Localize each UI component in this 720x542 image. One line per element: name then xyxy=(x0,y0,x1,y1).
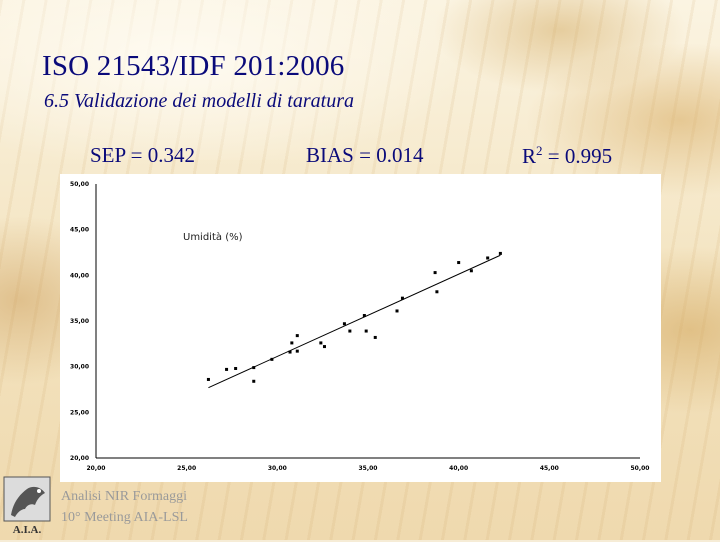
y-tick-label: 50,00 xyxy=(70,181,89,188)
data-point xyxy=(498,251,502,255)
y-tick-label: 30,00 xyxy=(70,364,89,371)
sep-metric: SEP = 0.342 xyxy=(90,143,195,167)
data-point xyxy=(400,296,404,300)
footer-line-2: 10° Meeting AIA-LSL xyxy=(61,510,188,525)
background-highlight xyxy=(0,0,460,160)
x-tick-label: 45,00 xyxy=(540,465,559,472)
data-point xyxy=(457,261,461,265)
x-tick-label: 20,00 xyxy=(87,465,106,472)
data-point xyxy=(225,367,229,371)
y-axis-ticks: 20,00 25,00 30,00 35,00 40,00 45,00 50,00 xyxy=(70,181,89,462)
x-tick-label: 35,00 xyxy=(359,465,378,472)
data-point xyxy=(395,309,399,313)
data-point xyxy=(270,357,274,361)
data-point xyxy=(206,377,210,381)
slide-subtitle: 6.5 Validazione dei modelli di taratura xyxy=(44,90,354,112)
y-tick-label: 20,00 xyxy=(70,455,89,462)
r2-metric: R2 = 0.995 xyxy=(522,143,612,169)
data-point xyxy=(319,341,323,345)
data-point xyxy=(486,256,490,260)
footer-line-1: Analisi NIR Formaggi xyxy=(61,489,187,504)
data-point xyxy=(288,350,292,354)
data-point xyxy=(435,290,439,294)
series-label: Umidità (%) xyxy=(183,231,243,243)
regression-line xyxy=(208,254,501,389)
data-point xyxy=(362,314,366,318)
y-tick-label: 40,00 xyxy=(70,272,89,279)
data-point xyxy=(322,345,326,349)
x-tick-label: 25,00 xyxy=(177,465,196,472)
data-point xyxy=(469,269,473,273)
data-point xyxy=(433,271,437,275)
chart-svg: 20,00 25,00 30,00 35,00 40,00 45,00 50,00 20,0… xyxy=(70,181,650,472)
y-tick-label: 25,00 xyxy=(70,409,89,416)
data-point xyxy=(295,349,299,353)
slide-title: ISO 21543/IDF 201:2006 xyxy=(42,50,345,82)
x-tick-label: 50,00 xyxy=(631,465,650,472)
data-points xyxy=(206,251,502,383)
data-point xyxy=(342,322,346,326)
x-axis-ticks: 20,00 25,00 30,00 35,00 40,00 45,00 50,00 xyxy=(87,465,650,472)
data-point xyxy=(348,329,352,333)
r2-value: = 0.995 xyxy=(542,144,613,168)
y-tick-label: 35,00 xyxy=(70,318,89,325)
data-point xyxy=(234,366,238,370)
x-tick-label: 30,00 xyxy=(268,465,287,472)
data-point xyxy=(252,379,256,383)
data-point xyxy=(290,341,294,345)
data-point xyxy=(373,335,377,339)
data-point xyxy=(364,329,368,333)
logo-text: A.I.A. xyxy=(13,524,42,536)
data-point xyxy=(252,366,256,370)
y-tick-label: 45,00 xyxy=(70,227,89,234)
data-point xyxy=(295,334,299,338)
scatter-chart: 20,00 25,00 30,00 35,00 40,00 45,00 50,00 20,0… xyxy=(60,174,661,482)
x-tick-label: 40,00 xyxy=(449,465,468,472)
r2-prefix: R xyxy=(522,144,537,168)
aia-logo: A.I.A. xyxy=(3,475,53,537)
r2-superscript: 2 xyxy=(536,143,543,158)
bias-metric: BIAS = 0.014 xyxy=(306,143,424,167)
